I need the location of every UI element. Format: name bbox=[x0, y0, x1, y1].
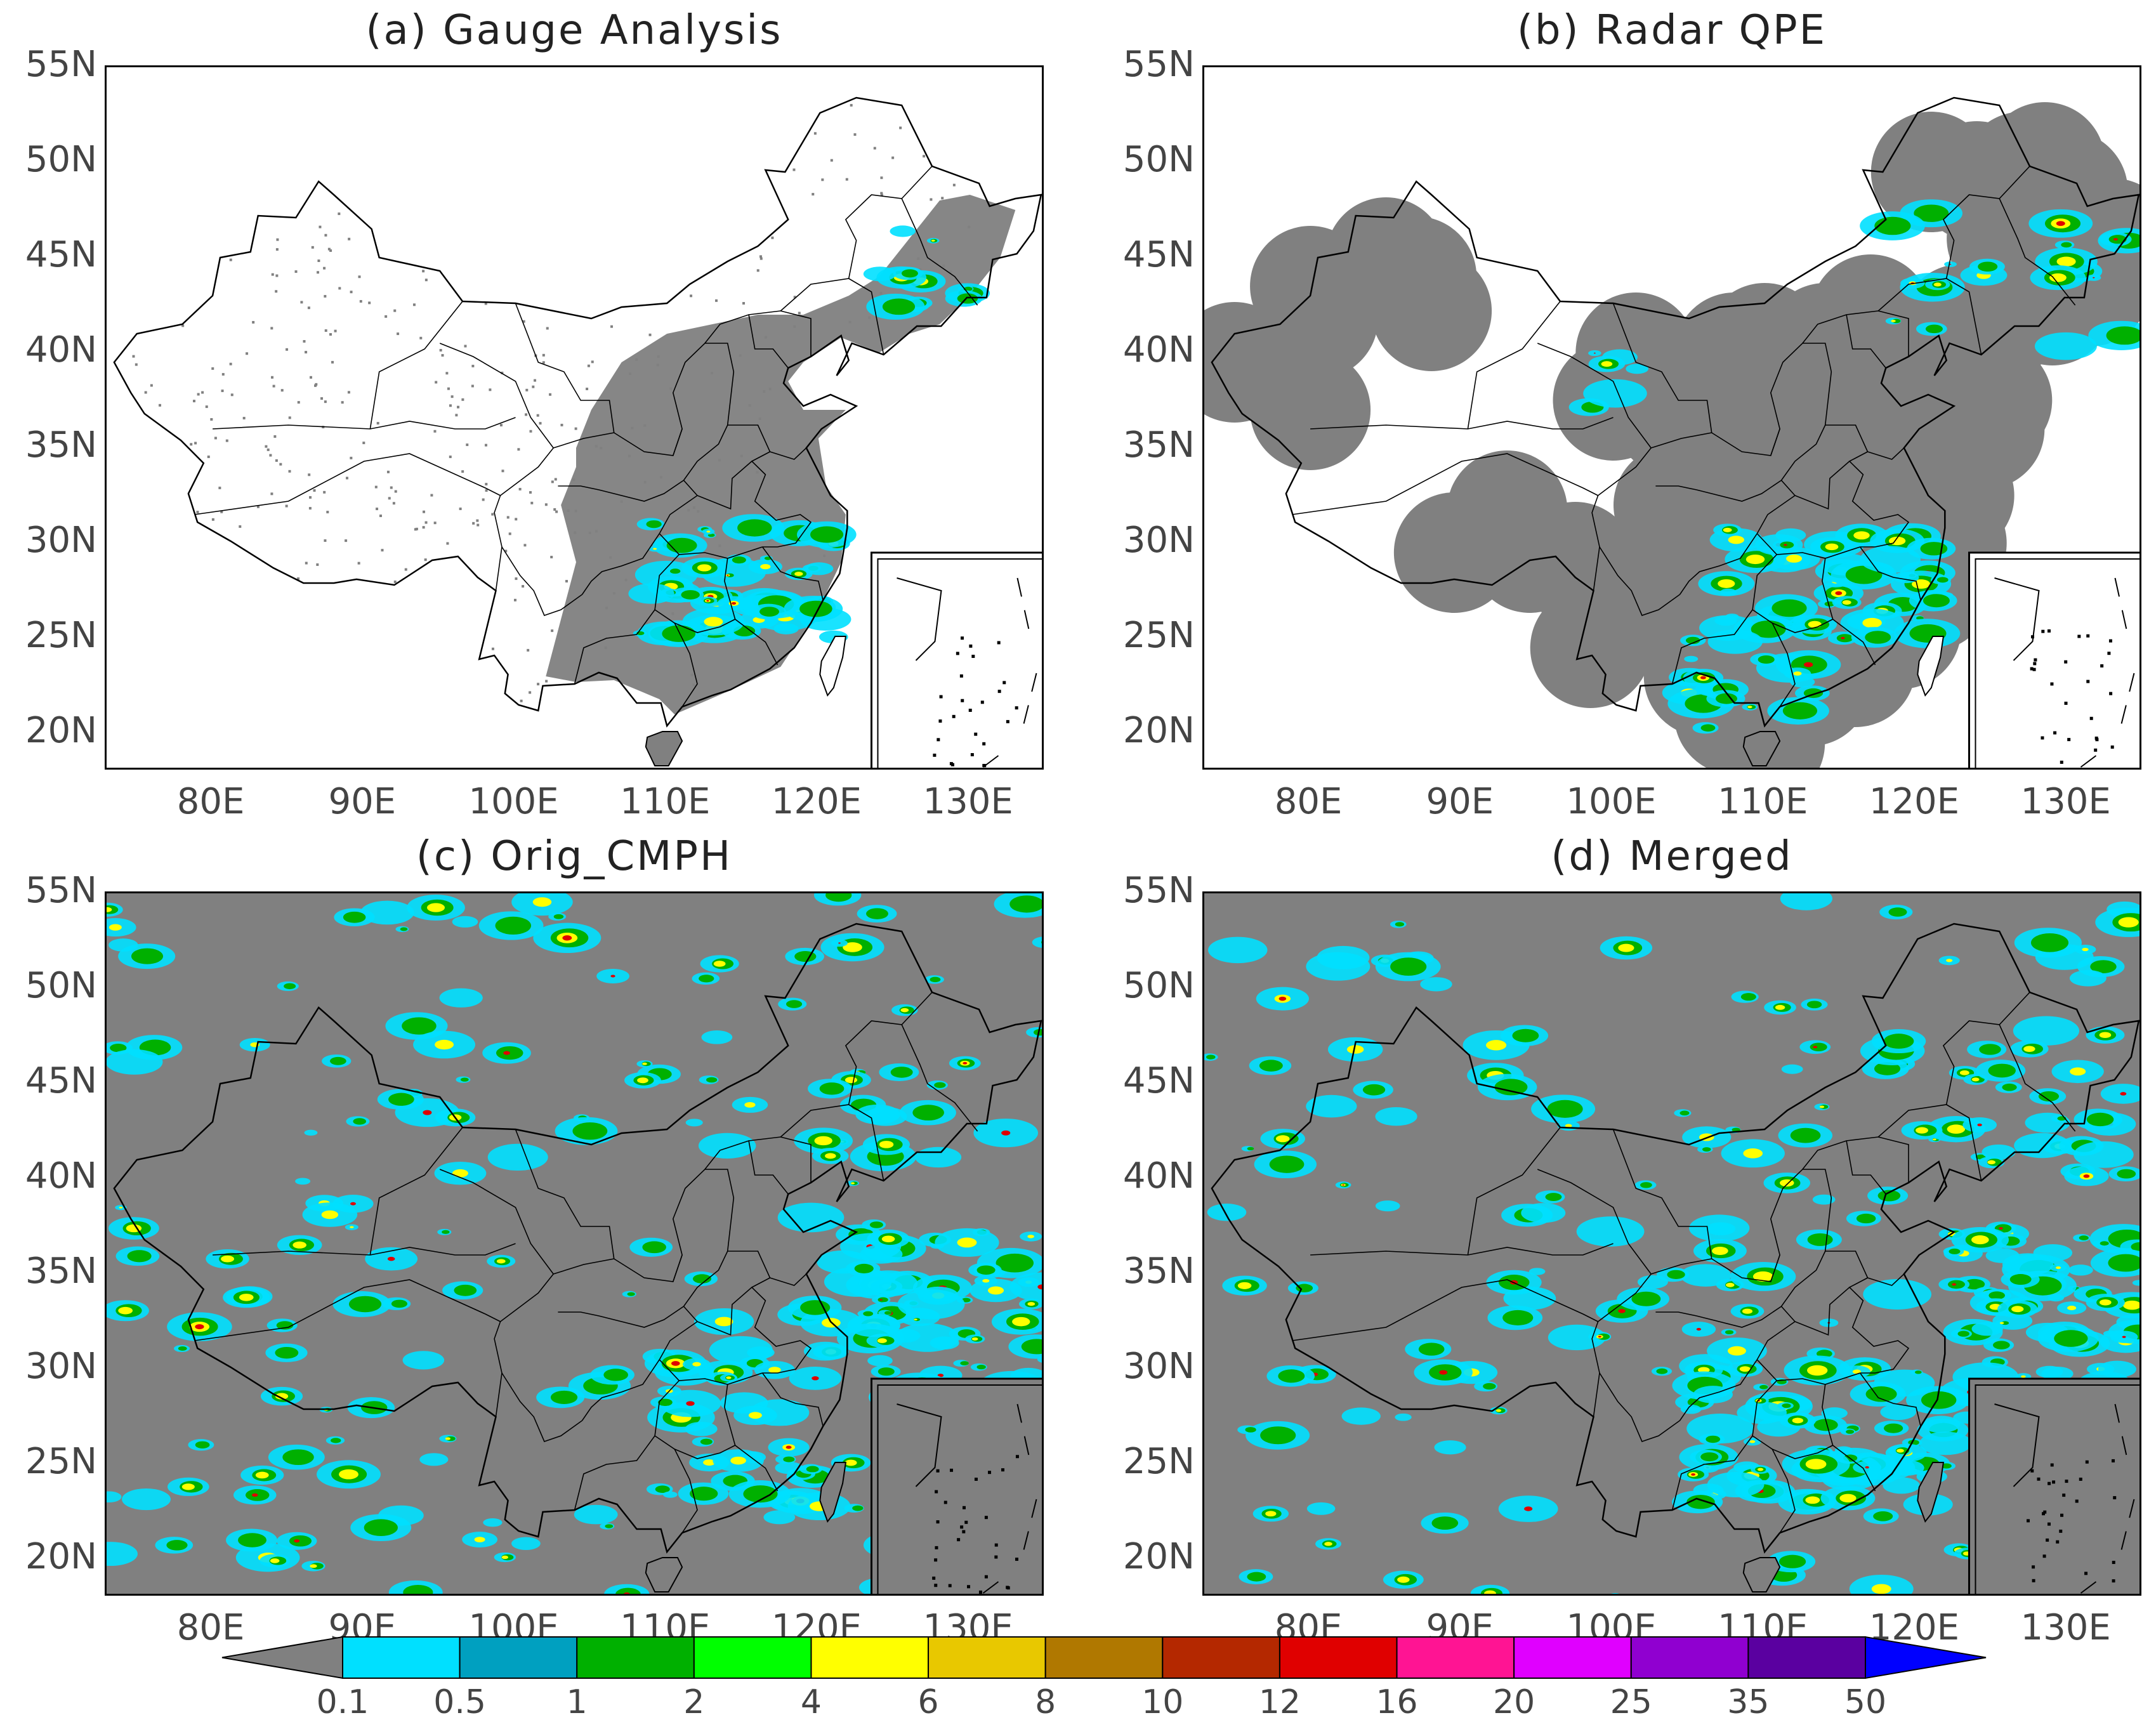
colorbar-label: 16 bbox=[1376, 1683, 1418, 1721]
lon-label: 90E bbox=[328, 781, 397, 822]
lat-label: 40N bbox=[25, 1155, 97, 1197]
map-frame bbox=[105, 891, 1044, 1596]
lat-label: 50N bbox=[25, 139, 97, 180]
colorbar-label: 0.5 bbox=[433, 1683, 486, 1721]
lat-label: 25N bbox=[1122, 1441, 1195, 1482]
colorbar-box bbox=[928, 1636, 1046, 1679]
lat-label: 35N bbox=[1122, 1251, 1195, 1292]
precip-map bbox=[1204, 893, 2140, 1594]
lat-label: 55N bbox=[1122, 870, 1195, 911]
lat-label: 20N bbox=[25, 710, 97, 751]
precip-map bbox=[113, 96, 1042, 768]
lat-label: 55N bbox=[1122, 44, 1195, 85]
lon-label: 100E bbox=[468, 781, 559, 822]
precip-map bbox=[1204, 96, 2140, 768]
lat-label: 25N bbox=[25, 615, 97, 656]
lon-label: 80E bbox=[176, 1607, 245, 1648]
colorbar-label: 20 bbox=[1493, 1683, 1535, 1721]
colorbar-box bbox=[1747, 1636, 1866, 1679]
lat-label: 55N bbox=[25, 44, 97, 85]
lat-label: 45N bbox=[1122, 1060, 1195, 1101]
colorbar-box bbox=[1278, 1636, 1398, 1679]
colorbar-label: 8 bbox=[1035, 1683, 1056, 1721]
lat-label: 35N bbox=[25, 424, 97, 466]
colorbar-label: 10 bbox=[1141, 1683, 1184, 1721]
panel-title: (a) Gauge Analysis bbox=[365, 7, 783, 54]
colorbar-box bbox=[693, 1636, 812, 1679]
colorbar-arrow-high bbox=[1865, 1636, 1987, 1679]
colorbar-label: 25 bbox=[1610, 1683, 1652, 1721]
lat-label: 45N bbox=[25, 234, 97, 275]
lat-label: 50N bbox=[25, 965, 97, 1006]
lat-label: 50N bbox=[1122, 965, 1195, 1006]
lat-label: 30N bbox=[25, 520, 97, 561]
colorbar-label: 1 bbox=[566, 1683, 588, 1721]
colorbar-arrow-low bbox=[221, 1636, 343, 1679]
colorbar-box bbox=[342, 1636, 461, 1679]
lat-label: 25N bbox=[25, 1441, 97, 1482]
lon-label: 80E bbox=[176, 781, 245, 822]
lat-label: 35N bbox=[25, 1251, 97, 1292]
lon-label: 120E bbox=[771, 781, 862, 822]
panel-title: (b) Radar QPE bbox=[1516, 7, 1827, 54]
colorbar-label: 12 bbox=[1258, 1683, 1301, 1721]
lat-label: 30N bbox=[1122, 520, 1195, 561]
colorbar-label: 0.1 bbox=[316, 1683, 369, 1721]
lon-label: 100E bbox=[1566, 781, 1657, 822]
colorbar-label: 2 bbox=[683, 1683, 705, 1721]
lon-label: 130E bbox=[2020, 1607, 2111, 1648]
map-frame bbox=[1202, 65, 2141, 770]
lat-label: 20N bbox=[25, 1536, 97, 1577]
map-frame bbox=[105, 65, 1044, 770]
lon-label: 130E bbox=[2020, 781, 2111, 822]
colorbar-box bbox=[1162, 1636, 1280, 1679]
lat-label: 45N bbox=[25, 1060, 97, 1101]
lon-label: 90E bbox=[1426, 781, 1494, 822]
lon-label: 120E bbox=[1869, 781, 1960, 822]
colorbar-box bbox=[1396, 1636, 1515, 1679]
precip-map bbox=[107, 893, 1042, 1594]
colorbar-box bbox=[1044, 1636, 1164, 1679]
lon-label: 130E bbox=[923, 781, 1013, 822]
lat-label: 30N bbox=[1122, 1346, 1195, 1387]
lat-label: 45N bbox=[1122, 234, 1195, 275]
lat-label: 40N bbox=[1122, 329, 1195, 371]
map-frame bbox=[1202, 891, 2141, 1596]
colorbar-label: 35 bbox=[1727, 1683, 1770, 1721]
lat-label: 25N bbox=[1122, 615, 1195, 656]
colorbar-box bbox=[1513, 1636, 1632, 1679]
colorbar-label: 6 bbox=[917, 1683, 939, 1721]
colorbar-box bbox=[1630, 1636, 1749, 1679]
panel-title: (d) Merged bbox=[1551, 833, 1793, 880]
lat-label: 35N bbox=[1122, 424, 1195, 466]
colorbar-box bbox=[459, 1636, 578, 1679]
lat-label: 50N bbox=[1122, 139, 1195, 180]
lon-label: 80E bbox=[1274, 781, 1343, 822]
lon-label: 110E bbox=[1718, 781, 1808, 822]
lon-label: 110E bbox=[620, 781, 711, 822]
lat-label: 40N bbox=[25, 329, 97, 371]
colorbar-box bbox=[576, 1636, 695, 1679]
colorbar-label: 4 bbox=[800, 1683, 822, 1721]
lat-label: 20N bbox=[1122, 1536, 1195, 1577]
lat-label: 30N bbox=[25, 1346, 97, 1387]
lat-label: 20N bbox=[1122, 710, 1195, 751]
colorbar-label: 50 bbox=[1844, 1683, 1887, 1721]
panel-title: (c) Orig_CMPH bbox=[416, 833, 733, 880]
colorbar-box bbox=[810, 1636, 930, 1679]
lat-label: 55N bbox=[25, 870, 97, 911]
lat-label: 40N bbox=[1122, 1155, 1195, 1197]
